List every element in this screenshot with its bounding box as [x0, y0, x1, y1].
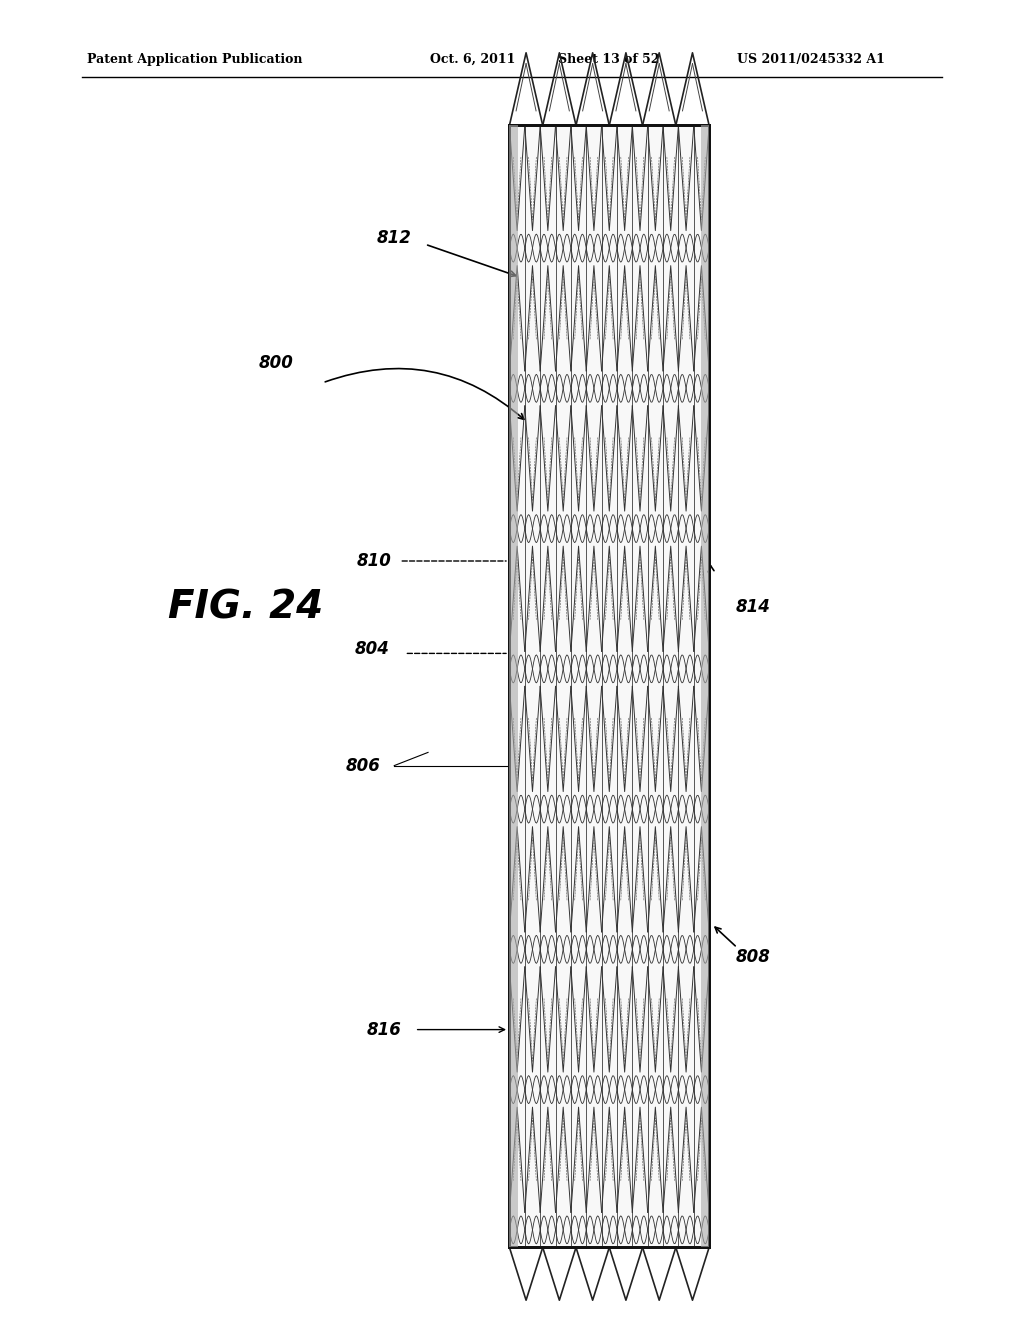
Text: 810: 810 [356, 552, 391, 570]
Text: FIG. 24: FIG. 24 [168, 589, 324, 626]
Text: Patent Application Publication: Patent Application Publication [87, 53, 302, 66]
Bar [509, 125, 709, 1247]
Text: 814: 814 [735, 598, 770, 616]
Text: US 2011/0245332 A1: US 2011/0245332 A1 [737, 53, 885, 66]
Text: 806: 806 [346, 756, 381, 775]
Text: 816: 816 [367, 1020, 401, 1039]
Text: Sheet 13 of 52: Sheet 13 of 52 [558, 53, 659, 66]
Text: Oct. 6, 2011: Oct. 6, 2011 [430, 53, 515, 66]
Text: 808: 808 [735, 948, 770, 966]
Bar [509, 125, 517, 1247]
Text: 800: 800 [259, 354, 294, 372]
Bar [509, 125, 709, 1247]
Text: 812: 812 [377, 228, 412, 247]
Text: 804: 804 [354, 640, 389, 659]
Bar [700, 125, 709, 1247]
